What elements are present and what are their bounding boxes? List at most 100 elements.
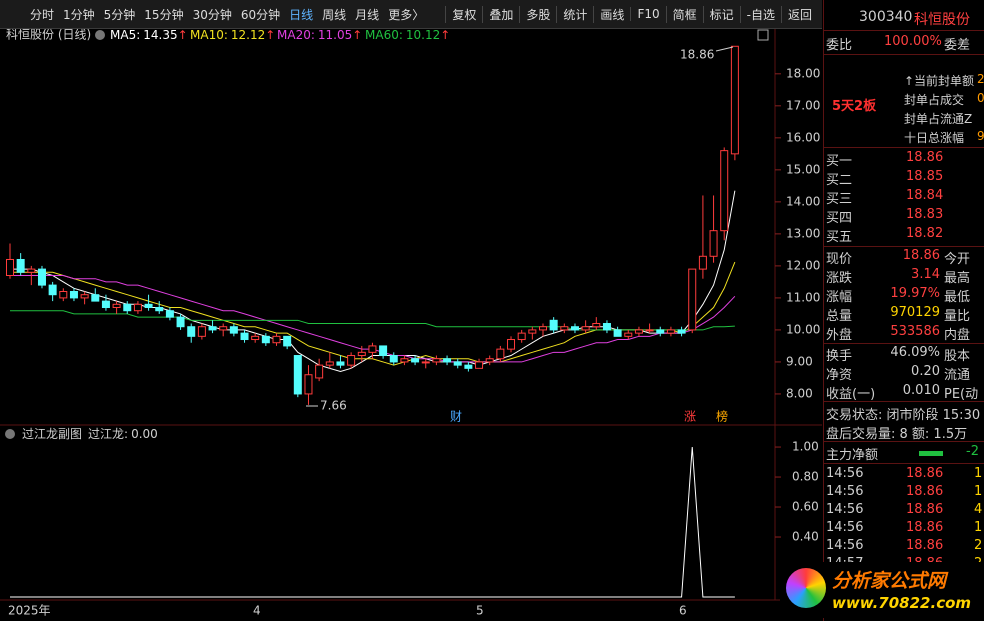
indicator-name: 过江龙: bbox=[88, 427, 128, 441]
x-label: 2025年 bbox=[8, 604, 51, 618]
toolbar-button[interactable]: 统计 bbox=[556, 5, 593, 23]
toolbar-button[interactable]: 月线 bbox=[355, 7, 380, 22]
toolbar-button[interactable]: 标记 bbox=[702, 5, 740, 23]
bid-price: 18.84 bbox=[906, 188, 944, 203]
quote-label: 涨跌 bbox=[826, 271, 853, 286]
candle-body bbox=[453, 361, 462, 366]
candle-body bbox=[507, 339, 516, 350]
y-tick-label: 13.00 bbox=[786, 226, 820, 240]
separator bbox=[824, 246, 984, 247]
trade-price: 18.86 bbox=[906, 538, 944, 553]
bid-label: 买五 bbox=[826, 230, 853, 245]
toolbar-button[interactable]: 5分钟 bbox=[103, 7, 136, 22]
quote-label: 量比 bbox=[944, 309, 971, 324]
toolbar-button[interactable]: 叠加 bbox=[482, 5, 519, 23]
candle-body bbox=[16, 258, 25, 273]
chart: 科恒股份 (日线) 8.00 9.00 10.00 11.00 12.00 13.00 14… bbox=[0, 27, 822, 618]
window-button[interactable] bbox=[757, 29, 769, 41]
trade-time: 14:56 bbox=[826, 466, 864, 481]
candle-body bbox=[570, 326, 579, 331]
seal-value: 9 bbox=[977, 129, 984, 143]
ma-legend: MA60: 10.12↑ bbox=[365, 28, 450, 42]
candle-body bbox=[688, 268, 697, 331]
seal-value: 0 bbox=[977, 91, 984, 105]
indicator-legend: 过江龙副图 过江龙: 0.00 bbox=[22, 427, 158, 441]
candle-body bbox=[411, 358, 420, 363]
toolbar-button[interactable]: 更多〉 bbox=[388, 7, 425, 22]
candle-body bbox=[315, 364, 324, 379]
candle-body bbox=[709, 230, 718, 257]
y-tick-label: 17.00 bbox=[786, 98, 820, 112]
ma-arrow: ↑ bbox=[265, 28, 275, 42]
x-label: 6 bbox=[679, 604, 687, 618]
indicator-toggle[interactable] bbox=[5, 429, 15, 439]
trade-volume: 1 bbox=[974, 466, 983, 481]
candle-body bbox=[69, 291, 78, 299]
after-hours: 盘后交易量: 8 额: 1.5万 bbox=[826, 427, 968, 442]
candle-body bbox=[251, 335, 260, 341]
ma-arrow: ↑ bbox=[440, 28, 450, 42]
toolbar-button[interactable]: 多股 bbox=[519, 5, 556, 23]
ma-name: MA20: bbox=[277, 28, 315, 42]
flow-bar bbox=[919, 451, 943, 456]
toolbar-button[interactable]: 周线 bbox=[322, 7, 347, 22]
watermark-logo bbox=[786, 568, 826, 608]
seal-label: 封单占流通Z bbox=[904, 112, 973, 126]
high-annotation: 18.86 bbox=[680, 48, 714, 62]
candle-body bbox=[475, 361, 484, 369]
quote-label: 流通 bbox=[944, 368, 971, 383]
separator bbox=[824, 30, 984, 31]
candle-body bbox=[155, 307, 164, 312]
candle-body bbox=[91, 294, 100, 302]
watermark-url: www.70822.com bbox=[832, 594, 972, 612]
label: 委比 bbox=[826, 38, 853, 53]
candle-body bbox=[730, 45, 739, 155]
trade-price: 18.86 bbox=[906, 520, 944, 535]
toolbar-button[interactable]: 1分钟 bbox=[63, 7, 95, 22]
toolbar-button[interactable]: -自选 bbox=[739, 5, 781, 23]
bid-price: 18.85 bbox=[906, 169, 944, 184]
trade-volume: 2 bbox=[974, 538, 983, 553]
bid-price: 18.82 bbox=[906, 226, 944, 241]
candle-body bbox=[219, 326, 228, 331]
toolbar-button[interactable]: 返回 bbox=[780, 5, 818, 23]
quote-value: 18.86 bbox=[902, 248, 940, 263]
candle-body bbox=[560, 326, 569, 331]
candle-body bbox=[347, 355, 356, 366]
toolbar-button[interactable]: 复权 bbox=[445, 5, 482, 23]
y-tick-label: 16.00 bbox=[786, 130, 820, 144]
legend-toggle[interactable] bbox=[95, 30, 105, 40]
candle-body bbox=[325, 361, 334, 366]
y-tick-label: 1.00 bbox=[792, 440, 819, 454]
ma-name: MA60: bbox=[365, 28, 403, 42]
quote-value: 533586 bbox=[890, 324, 940, 339]
candle-body bbox=[27, 268, 36, 273]
y-tick-label: 0.60 bbox=[792, 500, 819, 514]
candle-body bbox=[240, 332, 249, 341]
y-tick-label: 11.00 bbox=[786, 290, 820, 304]
value: 100.00% bbox=[884, 34, 942, 49]
toolbar: 分时 1分钟 5分钟 15分钟 30分钟 60分钟 日线 周线 月线 更多〉 复权 叠加 多股 统计 画线 F… bbox=[0, 0, 822, 29]
candle-body bbox=[208, 326, 217, 331]
candle-body bbox=[421, 361, 430, 364]
bid-label: 买一 bbox=[826, 154, 853, 169]
toolbar-button[interactable]: 简框 bbox=[665, 5, 703, 23]
quote-label: 现价 bbox=[826, 252, 853, 267]
candle-body bbox=[400, 358, 409, 363]
toolbar-button[interactable]: 60分钟 bbox=[240, 7, 281, 22]
candle-body bbox=[464, 364, 473, 369]
watermark: 分析家公式网 www.70822.com bbox=[780, 562, 984, 618]
separator bbox=[824, 441, 984, 442]
y-tick-label: 14.00 bbox=[786, 194, 820, 208]
toolbar-button[interactable]: 15分钟 bbox=[144, 7, 184, 22]
ma-name: MA5: bbox=[110, 28, 140, 42]
candle-body bbox=[656, 329, 665, 334]
y-tick-label: 0.40 bbox=[792, 530, 819, 544]
toolbar-button[interactable]: 分时 bbox=[30, 7, 55, 22]
candle-body bbox=[48, 284, 57, 296]
toolbar-button[interactable]: 30分钟 bbox=[192, 7, 232, 22]
bid-price: 18.83 bbox=[906, 207, 944, 222]
toolbar-button[interactable]: 日线 bbox=[289, 7, 314, 22]
toolbar-button[interactable]: 画线 bbox=[593, 5, 630, 23]
toolbar-button[interactable]: F10 bbox=[630, 7, 665, 21]
